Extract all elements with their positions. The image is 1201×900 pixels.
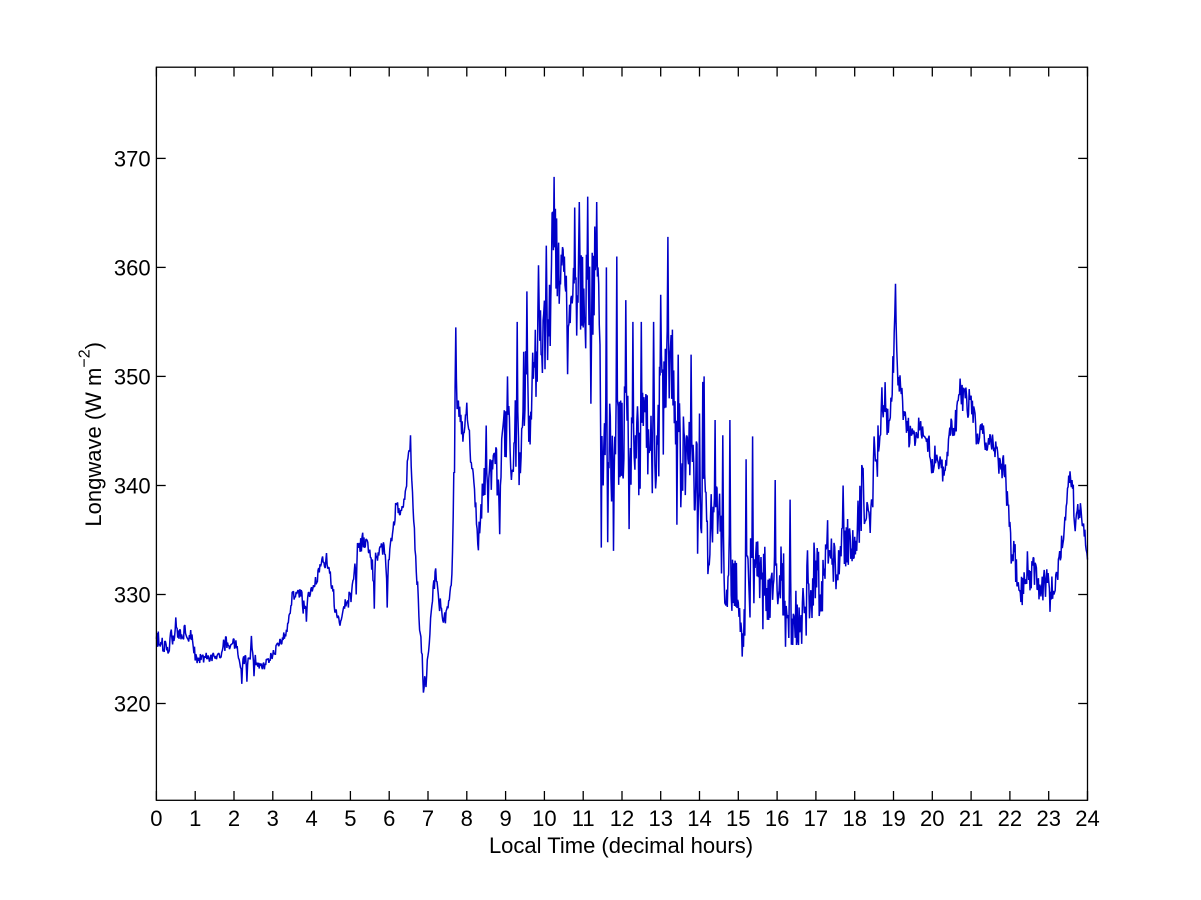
svg-text:4: 4 xyxy=(305,806,317,831)
svg-text:23: 23 xyxy=(1036,806,1060,831)
svg-text:0: 0 xyxy=(150,806,162,831)
svg-text:Longwave (W m−2): Longwave (W m−2) xyxy=(77,342,106,527)
svg-text:21: 21 xyxy=(959,806,983,831)
svg-text:18: 18 xyxy=(842,806,866,831)
svg-text:370: 370 xyxy=(114,146,151,171)
svg-text:2: 2 xyxy=(228,806,240,831)
svg-text:Local Time (decimal hours): Local Time (decimal hours) xyxy=(489,833,753,858)
svg-text:340: 340 xyxy=(114,473,151,498)
svg-text:17: 17 xyxy=(804,806,828,831)
svg-text:350: 350 xyxy=(114,364,151,389)
svg-text:22: 22 xyxy=(998,806,1022,831)
svg-text:3: 3 xyxy=(267,806,279,831)
svg-text:9: 9 xyxy=(499,806,511,831)
svg-text:10: 10 xyxy=(532,806,556,831)
svg-text:320: 320 xyxy=(114,691,151,716)
svg-text:20: 20 xyxy=(920,806,944,831)
svg-text:19: 19 xyxy=(881,806,905,831)
svg-text:16: 16 xyxy=(765,806,789,831)
svg-text:12: 12 xyxy=(610,806,634,831)
svg-text:15: 15 xyxy=(726,806,750,831)
svg-text:7: 7 xyxy=(422,806,434,831)
svg-text:8: 8 xyxy=(461,806,473,831)
svg-text:330: 330 xyxy=(114,582,151,607)
svg-text:14: 14 xyxy=(687,806,711,831)
svg-text:5: 5 xyxy=(344,806,356,831)
svg-text:1: 1 xyxy=(189,806,201,831)
svg-text:13: 13 xyxy=(648,806,672,831)
svg-text:24: 24 xyxy=(1075,806,1099,831)
svg-text:11: 11 xyxy=(572,806,595,831)
svg-text:6: 6 xyxy=(383,806,395,831)
svg-text:360: 360 xyxy=(114,255,151,280)
